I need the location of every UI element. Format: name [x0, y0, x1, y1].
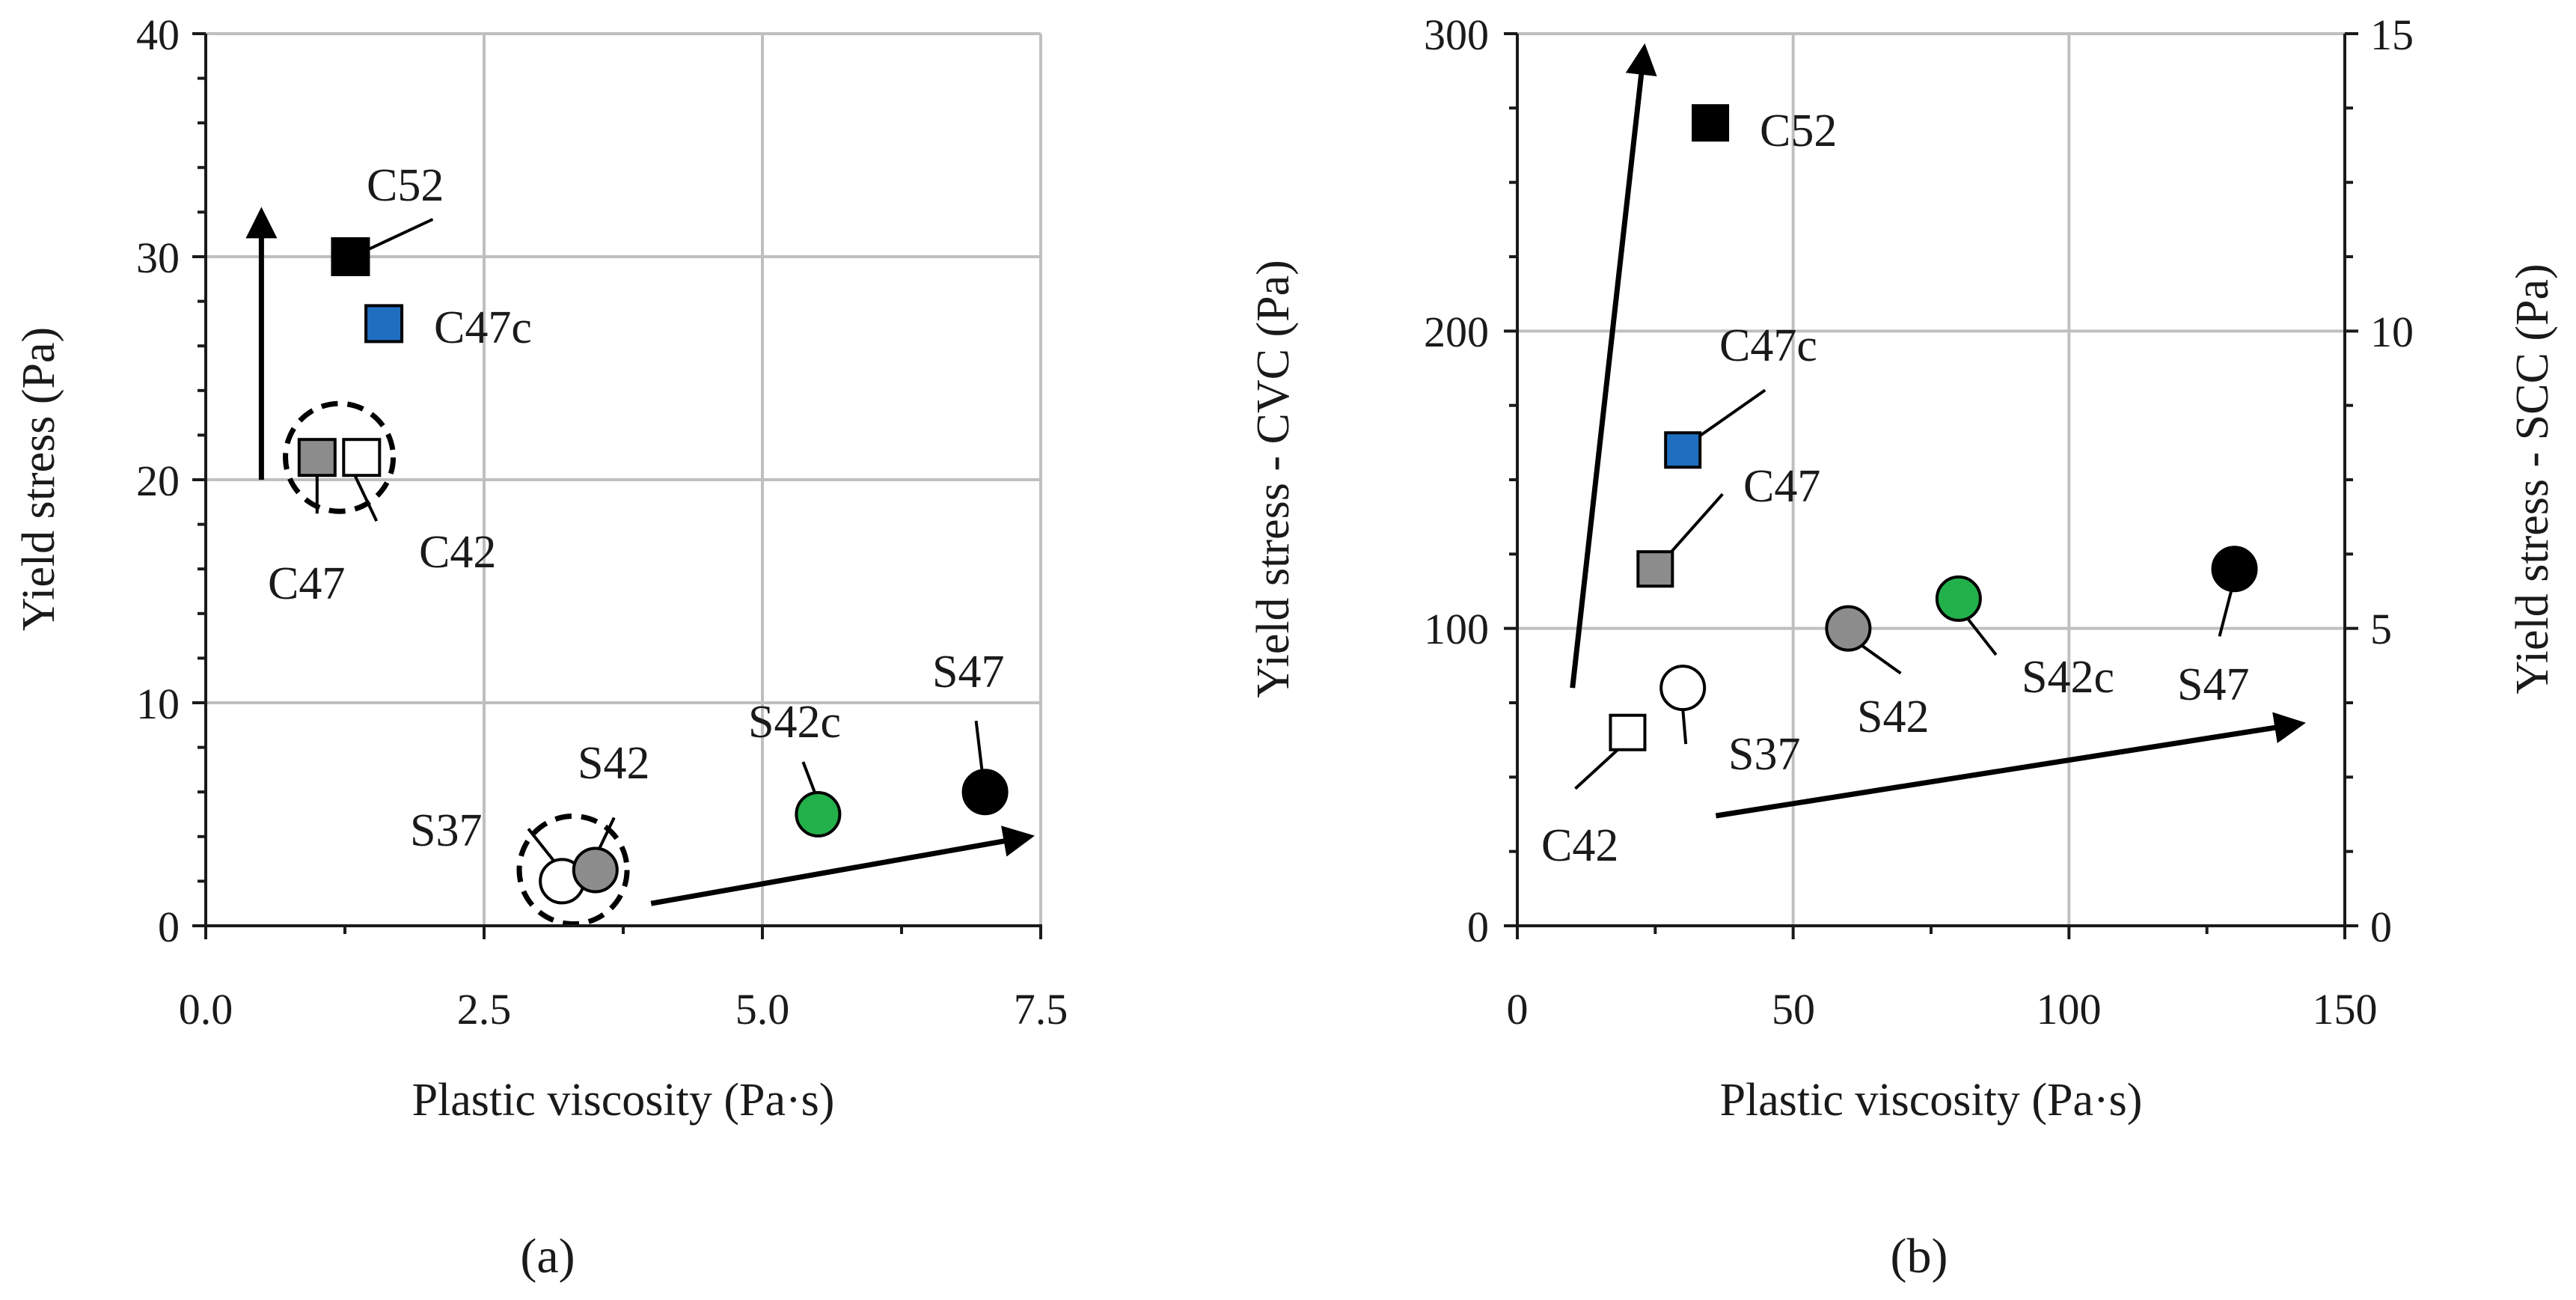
point-label-c52: C52 [367, 160, 444, 211]
point-c42 [342, 438, 382, 477]
point-label-s47: S47 [932, 647, 1004, 698]
leader-line-s47 [974, 720, 984, 772]
leader-lines [315, 218, 984, 863]
y-axis-label: Yield stress (Pa) [13, 327, 64, 631]
y-tick-label: 10 [136, 680, 180, 728]
y-tick-label: 300 [1424, 10, 1489, 59]
point-c47c [364, 304, 404, 344]
y-tick-label-right: 0 [2370, 903, 2392, 951]
point-s42 [1825, 605, 1872, 652]
y-tick-label-right: 15 [2370, 10, 2414, 59]
point-label-s42c: S42c [748, 697, 841, 748]
point-c42 [1609, 713, 1647, 751]
x-axis-label: Plastic viscosity (Pa·s) [412, 1075, 835, 1126]
x-axis-label: Plastic viscosity (Pa·s) [1720, 1075, 2143, 1126]
group-circles [283, 400, 630, 927]
y-tick-labels-right: 0 5 10 15 [2370, 10, 2414, 951]
point-label-c47c: C47c [1719, 320, 1817, 371]
data-points [1609, 104, 2258, 751]
leader-line-s42 [1858, 642, 1902, 675]
trend-arrow [1715, 712, 2306, 819]
y-tick-label: 200 [1424, 308, 1489, 356]
leader-line-s42c [801, 761, 817, 794]
point-s42 [572, 846, 619, 894]
point-label-c47c: C47c [434, 302, 532, 353]
y-tick-label: 0 [158, 903, 180, 951]
point-c52 [331, 237, 370, 276]
x-tick-labels: 0.0 2.5 5.0 7.5 [179, 985, 1068, 1034]
x-tick-label: 0 [1507, 985, 1529, 1034]
panel-label-a: (a) [520, 1229, 575, 1284]
point-s37 [1659, 665, 1707, 712]
point-label-c42: C42 [419, 527, 496, 578]
y-tick-labels: 0 10 20 30 40 [136, 10, 180, 951]
axes [192, 32, 1042, 939]
trend-arrows [1570, 43, 2306, 819]
leader-line-c47c [1689, 388, 1766, 444]
point-label-c52: C52 [1760, 106, 1837, 156]
x-tick-label: 2.5 [457, 985, 512, 1034]
point-label-s42: S42 [1857, 692, 1929, 742]
leader-line-s42c [1965, 615, 1998, 656]
x-tick-label: 50 [1772, 985, 1815, 1034]
grid-lines [1517, 32, 2346, 926]
grid-lines [206, 32, 1042, 926]
x-tick-label: 150 [2313, 985, 2378, 1034]
point-s47 [2211, 546, 2258, 593]
point-c47 [1636, 550, 1674, 588]
point-labels: C52 C47c C47 C42 S37 S42 S42c S47 [1541, 106, 2249, 871]
leader-line-s37 [1681, 708, 1688, 745]
chart-panel-b: 0 50 100 150 0 100 200 300 0 5 10 15 Pla… [1248, 10, 2558, 1284]
point-s42c [1935, 575, 1982, 622]
y-axis-label: Yield stress - CVC (Pa) [1248, 260, 1299, 698]
point-label-s42: S42 [578, 738, 649, 789]
point-c52 [1692, 104, 1730, 142]
x-tick-label: 0.0 [179, 985, 233, 1034]
y-tick-label: 30 [136, 234, 180, 282]
leader-line-s42 [596, 817, 616, 852]
y-tick-label-right: 5 [2370, 605, 2392, 653]
point-s42c [795, 791, 842, 837]
y-tick-label: 0 [1467, 903, 1489, 951]
y-tick-labels-left: 0 100 200 300 [1424, 10, 1489, 951]
trend-arrow [1570, 43, 1657, 689]
chart-panel-a: 0.0 2.5 5.0 7.5 0 10 20 30 40 Plastic vi… [13, 10, 1068, 1284]
group-circle [283, 400, 397, 514]
point-labels: C52 C47c C47 C42 S37 S42 S42c S47 [268, 160, 1004, 856]
x-tick-labels: 0 50 100 150 [1507, 985, 2378, 1034]
group-circle [516, 814, 630, 927]
y-tick-label: 40 [136, 10, 180, 59]
y-tick-label-right: 10 [2370, 308, 2414, 356]
trend-arrow [650, 826, 1035, 906]
data-points [297, 237, 1009, 905]
point-label-s37: S37 [410, 805, 482, 856]
leader-line-c52 [364, 218, 434, 252]
y-axis-label-right: Yield stress - SCC (Pa) [2507, 263, 2558, 694]
leader-line-s37 [527, 828, 556, 863]
point-s47 [961, 769, 1009, 816]
x-tick-label: 5.0 [735, 985, 790, 1034]
point-c47 [297, 438, 337, 477]
y-tick-label: 100 [1424, 605, 1489, 653]
leader-line-s47 [2218, 589, 2233, 637]
point-label-c47: C47 [1743, 461, 1820, 512]
x-tick-label: 100 [2037, 985, 2102, 1034]
panel-label-b: (b) [1891, 1229, 1948, 1284]
point-label-s42c: S42c [2022, 652, 2114, 703]
point-label-c47: C47 [268, 558, 345, 609]
leader-line-c42 [352, 473, 379, 522]
x-tick-label: 7.5 [1014, 985, 1068, 1034]
y-tick-label: 20 [136, 457, 180, 505]
point-c47c [1664, 431, 1702, 469]
leader-line-c42 [1574, 746, 1621, 790]
trend-arrows [245, 207, 1035, 906]
point-label-s37: S37 [1728, 729, 1800, 780]
point-label-s47: S47 [2177, 659, 2249, 710]
point-label-c42: C42 [1541, 820, 1618, 871]
axes [1504, 32, 2358, 939]
